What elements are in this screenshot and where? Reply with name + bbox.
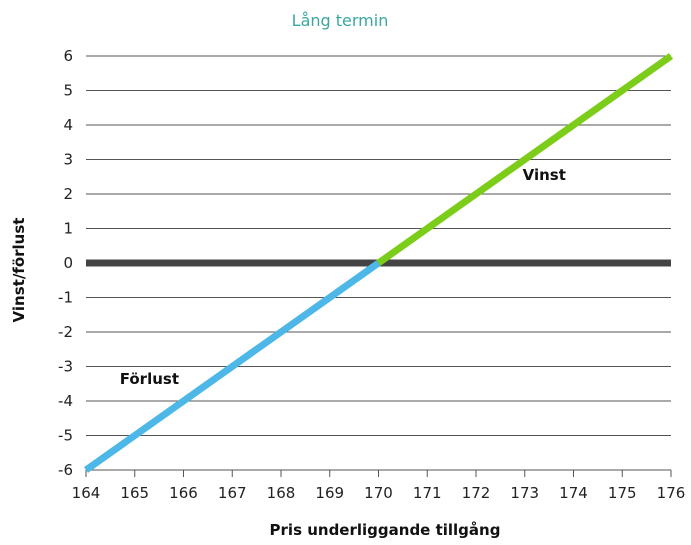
y-tick-label: 6 bbox=[63, 47, 73, 65]
profit-line bbox=[376, 53, 674, 266]
x-tick-label: 170 bbox=[364, 484, 393, 502]
y-tick-label: 0 bbox=[63, 254, 73, 272]
x-tick-label: 174 bbox=[559, 484, 588, 502]
x-tick-label: 172 bbox=[462, 484, 491, 502]
y-axis-label: Vinst/förlust bbox=[10, 218, 28, 323]
x-tick-label: 176 bbox=[657, 484, 686, 502]
x-tick-label: 168 bbox=[267, 484, 296, 502]
y-tick-label: -5 bbox=[58, 427, 73, 445]
x-tick-label: 167 bbox=[218, 484, 247, 502]
x-tick-label: 164 bbox=[72, 484, 101, 502]
x-tick-label: 173 bbox=[510, 484, 539, 502]
y-tick-label: 4 bbox=[63, 116, 73, 134]
y-tick-label: 1 bbox=[63, 220, 73, 238]
y-tick-label: -2 bbox=[58, 323, 73, 341]
y-tick-label: 3 bbox=[63, 151, 73, 169]
profit-annotation: Vinst bbox=[523, 166, 566, 184]
x-tick-label: 171 bbox=[413, 484, 442, 502]
series-lines bbox=[83, 53, 674, 473]
y-tick-label: -3 bbox=[58, 358, 73, 376]
x-tick-label: 165 bbox=[120, 484, 149, 502]
x-tick-label: 175 bbox=[608, 484, 637, 502]
y-tick-label: 2 bbox=[63, 185, 73, 203]
x-axis-label: Pris underliggande tillgång bbox=[270, 521, 501, 539]
y-tick-label: -6 bbox=[58, 461, 73, 479]
y-tick-label: -1 bbox=[58, 289, 73, 307]
y-tick-label: 5 bbox=[63, 82, 73, 100]
loss-annotation: Förlust bbox=[120, 370, 179, 388]
x-tick-label: 169 bbox=[315, 484, 344, 502]
x-tick-label: 166 bbox=[169, 484, 198, 502]
y-tick-label: -4 bbox=[58, 392, 73, 410]
annotations: Vinst Förlust bbox=[120, 166, 566, 388]
x-tick-labels: 164 165 166 167 168 169 170 171 172 173 174 175 176 bbox=[72, 470, 686, 502]
y-tick-labels: 6 5 4 3 2 1 0 -1 -2 -3 -4 -5 -6 bbox=[58, 47, 73, 479]
loss-line bbox=[83, 260, 381, 473]
chart-title: Lång termin bbox=[292, 11, 389, 30]
